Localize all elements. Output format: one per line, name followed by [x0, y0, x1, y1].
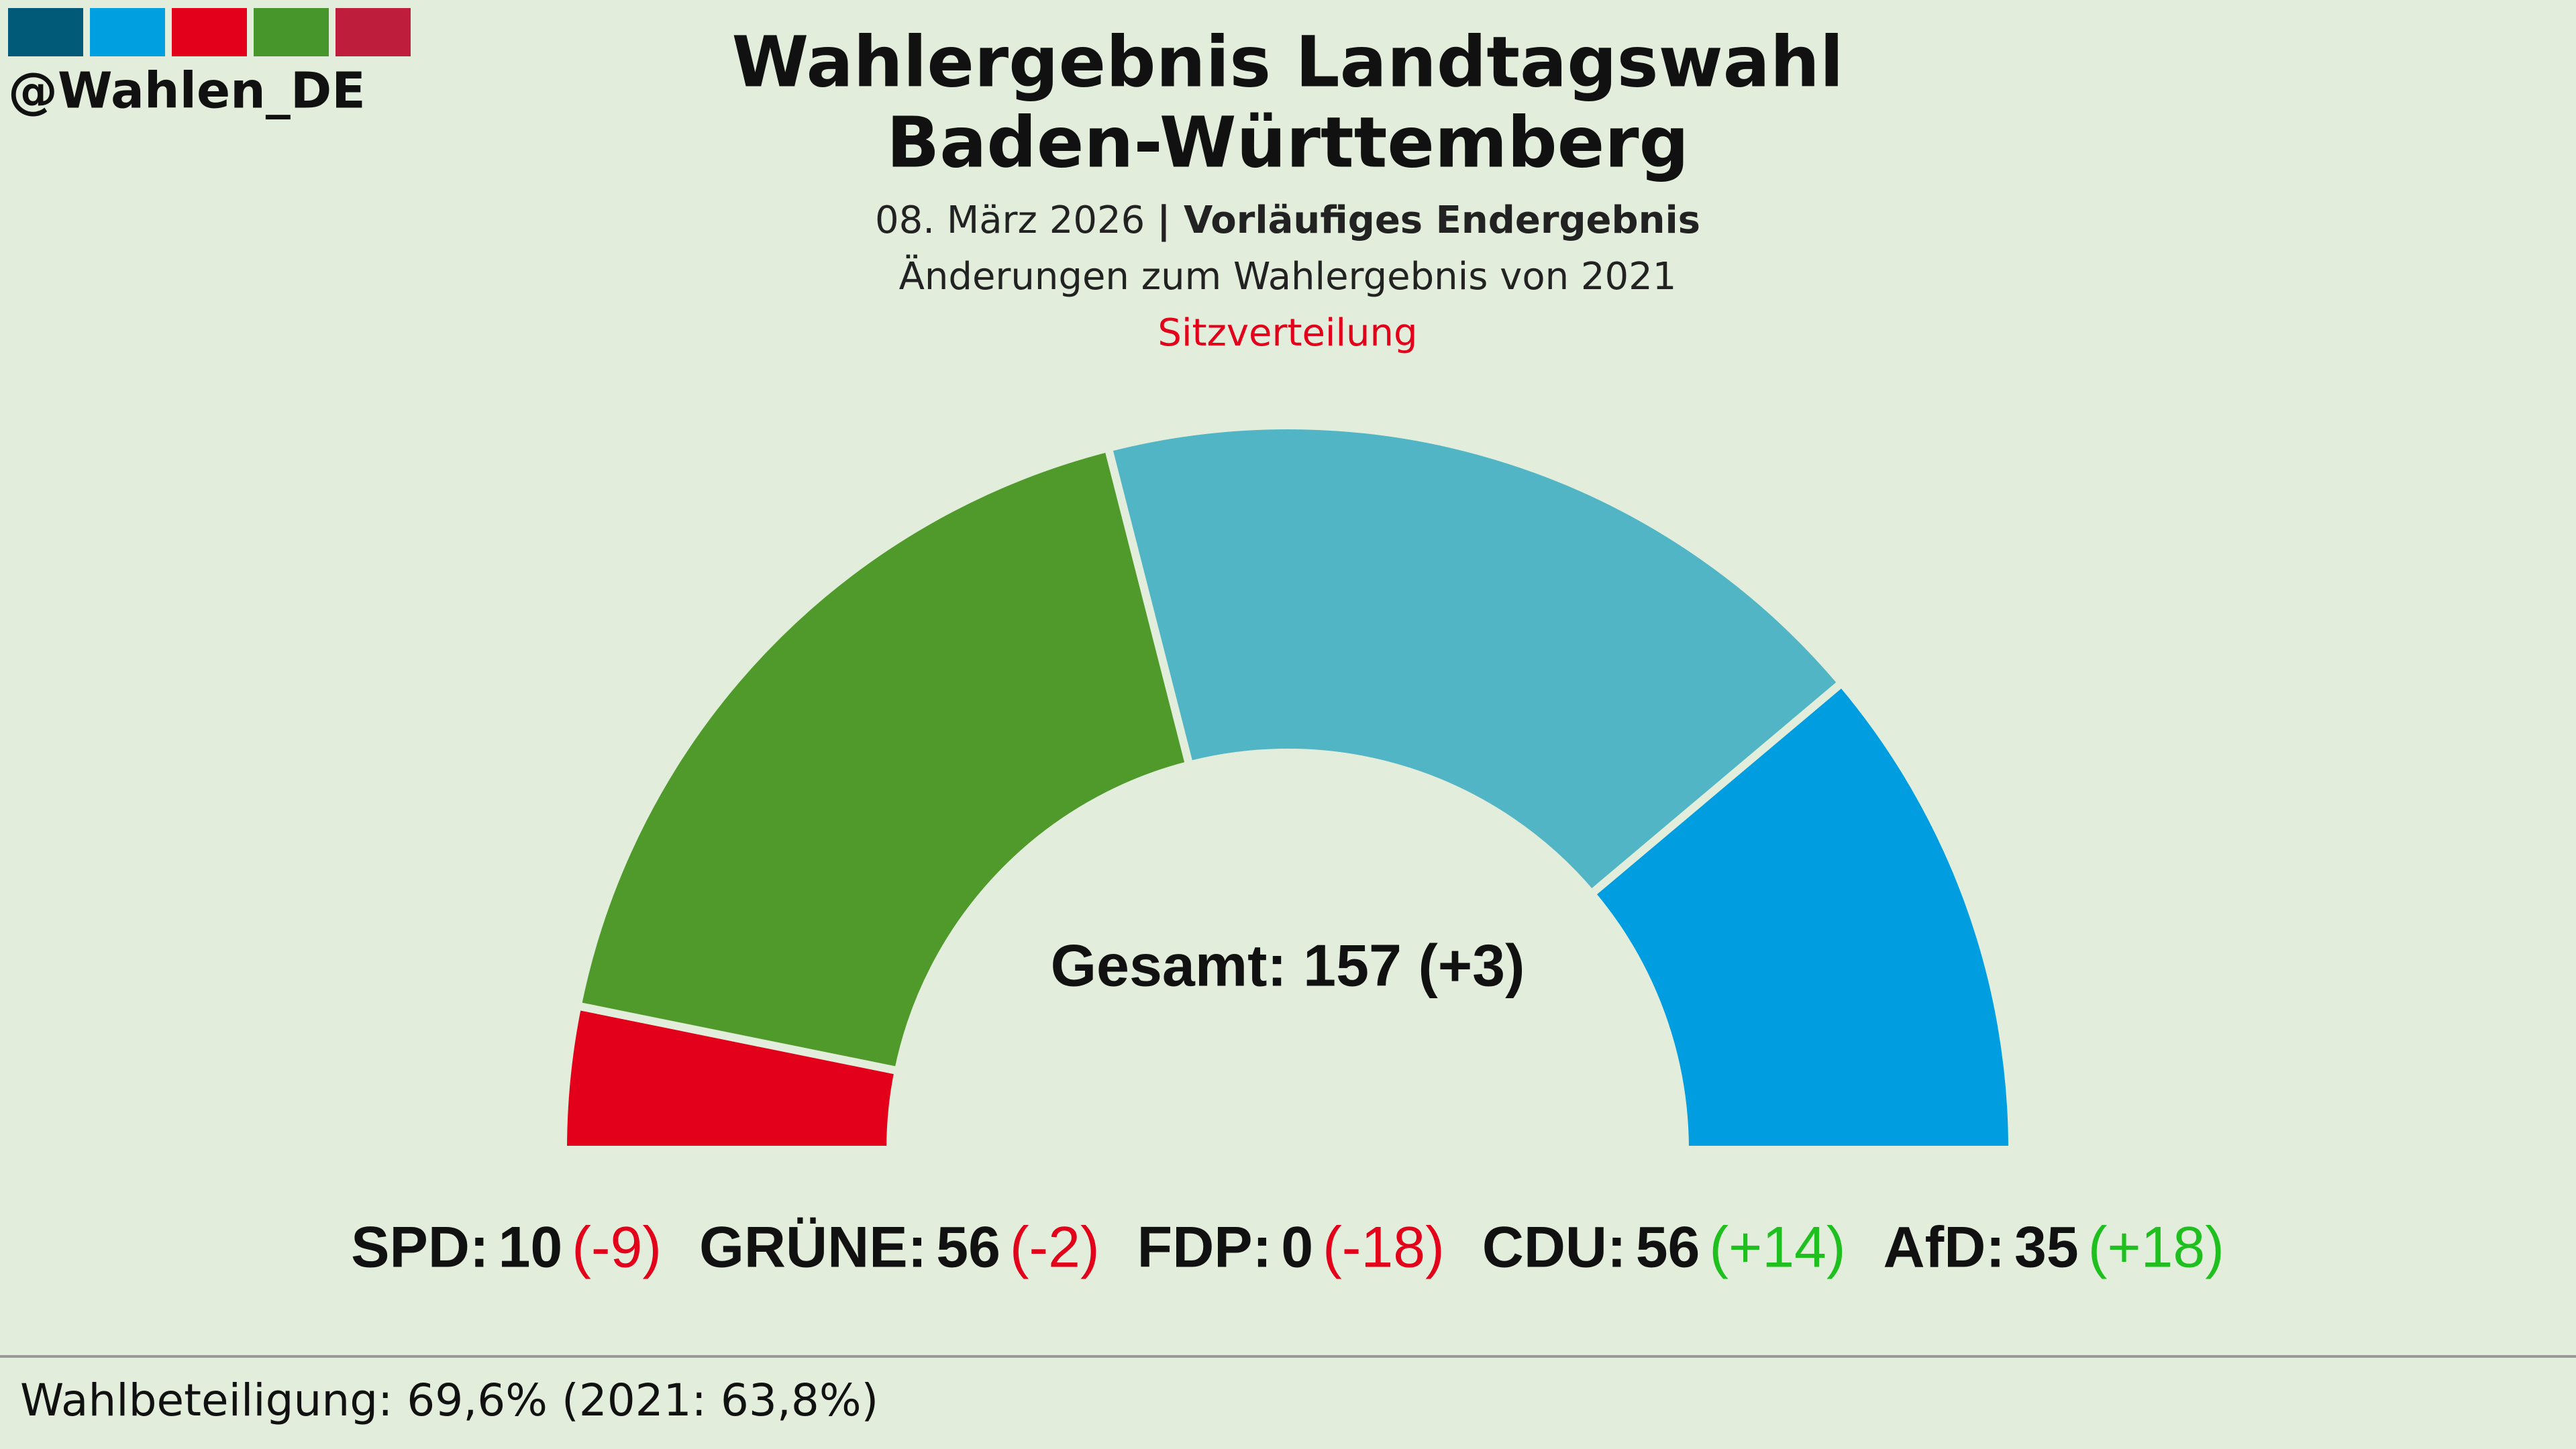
- logo-block: [8, 8, 83, 56]
- legend-change: (-18): [1323, 1216, 1445, 1280]
- legend-seats: 56: [936, 1216, 1000, 1280]
- logo-block: [336, 8, 411, 56]
- logo: [8, 8, 411, 56]
- logo-block: [254, 8, 329, 56]
- legend-party: FDP:: [1137, 1216, 1272, 1280]
- legend-change: (+18): [2088, 1216, 2224, 1280]
- legend: SPD: 10 (-9) GRÜNE: 56 (-2) FDP: 0 (-18) CDU: 56 (+…: [351, 1216, 2224, 1280]
- legend-party: AfD:: [1884, 1216, 2006, 1280]
- footer: Wahlbeteiligung: 69,6% (2021: 63,8%): [20, 1375, 878, 1426]
- legend-seats: 56: [1636, 1216, 1700, 1280]
- seat-arc: [572, 443, 1194, 1076]
- legend-seats: 35: [2014, 1216, 2079, 1280]
- chart-label: Sitzverteilung: [1157, 311, 1417, 355]
- subtitle: Änderungen zum Wahlergebnis von 2021: [899, 255, 1677, 299]
- seat-arc: [1586, 677, 2017, 1154]
- legend-party: SPD:: [351, 1216, 488, 1280]
- status: | Vorläufiges Endergebnis: [1157, 199, 1700, 242]
- total-label: Gesamt: 157 (+3): [1051, 932, 1525, 998]
- legend-seats: 0: [1281, 1216, 1313, 1280]
- chart-title: Baden-Württemberg: [886, 101, 1689, 183]
- legend-party: CDU:: [1482, 1216, 1627, 1280]
- legend-change: (+14): [1709, 1216, 1845, 1280]
- legend-change: (-9): [572, 1216, 662, 1280]
- legend-change: (-2): [1010, 1216, 1100, 1280]
- date: 08. März 2026: [875, 199, 1145, 242]
- date-line: 08. März 2026 | Vorläufiges Endergebnis: [875, 199, 1700, 242]
- seat-arc: [1103, 421, 1848, 900]
- legend-seats: 10: [499, 1216, 563, 1280]
- chart-title: Wahlergebnis Landtagswahl: [731, 21, 1843, 103]
- logo-block: [90, 8, 165, 56]
- seat-arcs: [558, 421, 2017, 1154]
- handle: @Wahlen_DE: [8, 62, 366, 120]
- legend-party: GRÜNE:: [699, 1216, 927, 1280]
- logo-block: [172, 8, 247, 56]
